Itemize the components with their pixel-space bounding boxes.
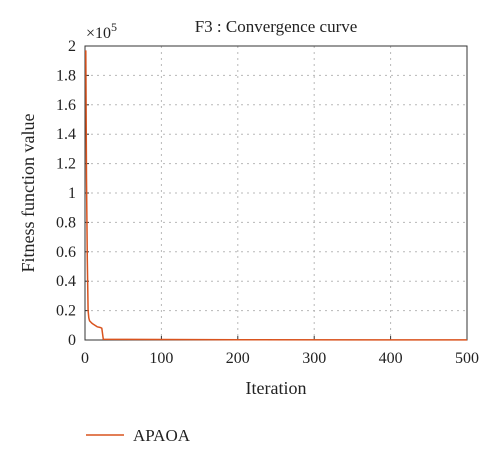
legend: APAOA [86,426,191,445]
y-tick-label: 0.6 [56,244,76,261]
x-axis-label: Iteration [246,378,307,398]
x-tick-label: 400 [379,350,403,367]
x-tick-label: 200 [226,350,250,367]
y-tick-label: 1.2 [56,156,76,173]
chart-title: F3 : Convergence curve [195,17,358,36]
series-layer [85,50,468,341]
x-axis-ticks: 0 100 200 300 400 500 [81,336,479,367]
y-tick-label: 1 [68,185,76,202]
legend-label-apaoa: APAOA [133,426,191,445]
x-tick-label: 500 [455,350,479,367]
series-line-apaoa [85,50,468,341]
y-tick-label: 1.4 [56,126,76,143]
y-tick-label: 1.8 [56,67,76,84]
y-tick-label: 1.6 [56,97,76,114]
grid [85,46,467,340]
y-tick-label: 0.8 [56,214,76,231]
y-multiplier: ×105 [86,20,117,42]
x-tick-label: 300 [302,350,326,367]
y-axis-label: Fitness function value [18,114,38,273]
x-tick-label: 0 [81,350,89,367]
y-tick-label: 2 [68,38,76,55]
y-tick-label: 0 [68,332,76,349]
x-tick-label: 100 [149,350,173,367]
y-axis-ticks: 0 0.2 0.4 0.6 0.8 1 1.2 1.4 1.6 1.8 2 [56,38,89,349]
y-tick-label: 0.4 [56,273,76,290]
y-tick-label: 0.2 [56,303,76,320]
